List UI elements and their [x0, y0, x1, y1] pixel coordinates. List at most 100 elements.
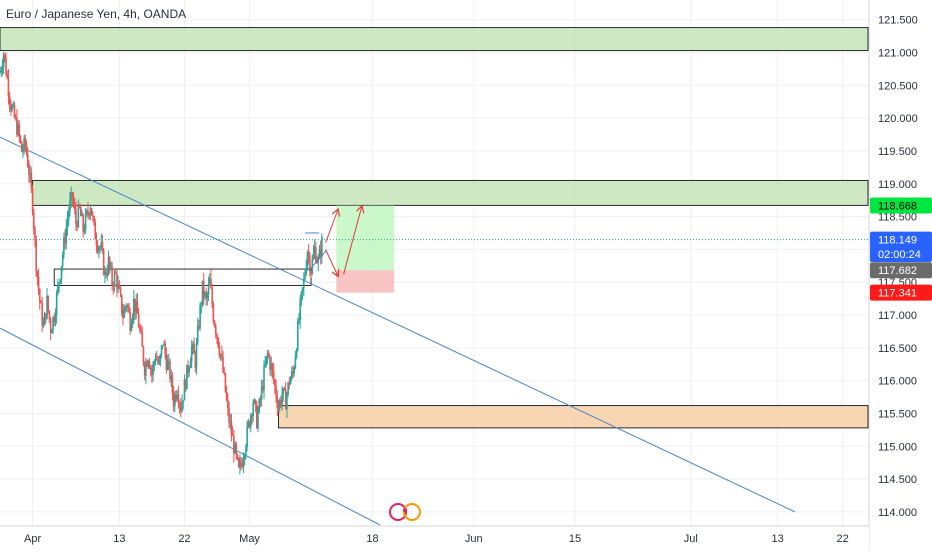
candle-body — [301, 287, 304, 293]
candle-body — [37, 276, 40, 290]
price-tick-label: 121.000 — [878, 48, 918, 60]
price-tick-label: 115.500 — [878, 408, 917, 420]
candle-body — [64, 237, 66, 244]
candle-body — [120, 294, 123, 314]
candle-body — [67, 211, 70, 220]
candle-body — [204, 292, 206, 297]
candle-body — [271, 363, 274, 371]
candle-body — [35, 238, 37, 272]
price-label-layer: 118.668 118.149 02:00:24 117.682 117.341 — [870, 197, 932, 301]
lower-channel-trendline[interactable] — [0, 327, 381, 526]
candle-body — [280, 400, 282, 405]
candle-body — [96, 245, 99, 252]
candle-body — [73, 204, 76, 210]
date-tick-label: 13 — [771, 533, 783, 545]
candle-body — [46, 295, 48, 319]
price-tick-label: 119.500 — [878, 146, 917, 158]
candle-body — [262, 386, 264, 391]
candle-body — [186, 364, 188, 390]
price-label-text: 117.341 — [878, 288, 917, 300]
candle-body — [112, 285, 115, 287]
candle-body — [125, 305, 128, 307]
candle-body — [287, 382, 289, 395]
candle-body — [176, 394, 179, 400]
candle-body — [101, 242, 104, 250]
candle-body — [139, 327, 141, 331]
long-position-tool[interactable] — [336, 205, 395, 293]
candle-body — [161, 345, 164, 347]
candle-body — [260, 386, 263, 401]
candle-body — [278, 400, 281, 409]
candle-body — [16, 117, 18, 135]
position-loss-zone[interactable] — [336, 270, 395, 293]
candle-body — [77, 205, 80, 227]
candle-body — [145, 362, 147, 376]
candle-body — [231, 435, 234, 437]
position-profit-zone[interactable] — [336, 205, 395, 271]
candle-body — [181, 402, 183, 412]
candle-body — [87, 210, 89, 214]
candle-body — [195, 343, 198, 368]
candle-body — [40, 302, 42, 304]
candle-body — [210, 278, 212, 288]
candle-body — [292, 371, 294, 374]
price-label-tag: 117.682 — [870, 262, 932, 279]
candle-body — [65, 227, 68, 244]
candle-body — [274, 380, 276, 386]
candle-body — [158, 362, 160, 364]
candle-body — [47, 295, 50, 311]
candle-body — [223, 371, 226, 374]
candle-body — [187, 364, 189, 373]
candle-body — [153, 361, 156, 365]
candle-body — [13, 104, 16, 118]
candle-body — [211, 287, 213, 305]
demand-zone-bottom[interactable] — [277, 405, 869, 429]
candle-body — [270, 363, 273, 370]
price-tick-label: 117.000 — [878, 310, 917, 322]
candle-body — [76, 224, 78, 227]
supply-zone-top[interactable] — [0, 27, 869, 52]
candle-body — [164, 343, 166, 355]
candle-body — [79, 206, 82, 217]
candle-body — [107, 257, 110, 274]
candle-body — [242, 459, 245, 467]
price-tick-label: 114.500 — [878, 474, 917, 486]
candle-body — [117, 284, 119, 289]
candle-body — [182, 400, 185, 403]
candle-body — [57, 284, 59, 294]
time-axis[interactable]: Apr 13 22 May 18 Jun 15 Jul 13 22 — [0, 525, 869, 550]
candle-body — [137, 313, 140, 328]
candle-body — [218, 347, 221, 356]
projection-arrow — [325, 210, 338, 243]
candle-body — [175, 394, 177, 400]
date-tick-label: 22 — [837, 533, 849, 545]
candle-layer — [0, 51, 323, 475]
candle-body — [217, 337, 220, 348]
candle-body — [319, 248, 322, 257]
upper-channel-trendline[interactable] — [0, 136, 796, 513]
candle-body — [243, 455, 246, 460]
candle-body — [75, 209, 77, 225]
candle-body — [198, 326, 200, 328]
candle-body — [59, 278, 62, 283]
candle-body — [140, 330, 142, 334]
candle-body — [105, 271, 107, 276]
candle-body — [82, 214, 84, 232]
candle-body — [34, 228, 36, 239]
candle-body — [246, 425, 248, 447]
tradingview-logo-icon[interactable] — [389, 503, 421, 521]
supply-zone-middle[interactable] — [32, 179, 869, 206]
candle-body — [290, 371, 293, 379]
candle-body — [108, 257, 111, 268]
candle-body — [55, 293, 58, 316]
candle-body — [266, 352, 269, 357]
price-tick-label: 120.000 — [878, 113, 918, 125]
candle-body — [5, 58, 7, 75]
candle-body — [84, 213, 87, 231]
candle-body — [172, 393, 175, 407]
candle-body — [298, 319, 300, 322]
candle-body — [212, 304, 215, 322]
